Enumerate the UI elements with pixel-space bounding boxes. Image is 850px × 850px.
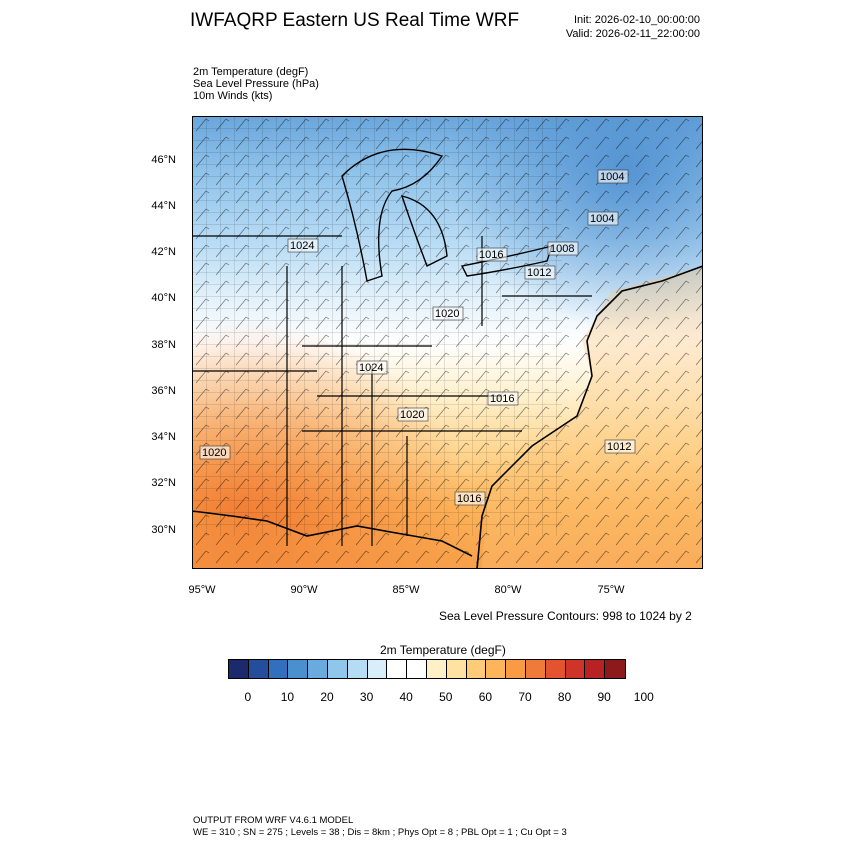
field-pressure: Sea Level Pressure (hPa) [193,78,319,90]
pressure-label: 1012 [607,441,631,453]
colorbar-label: 60 [478,690,493,704]
pressure-label-box [432,306,464,321]
pressure-labels: 1004 1004 1024 1016 1008 1012 1020 1024 1016 1020… [199,169,636,506]
colorbar-swatch [407,660,427,678]
coastline [476,265,703,569]
pressure-label-box [547,241,579,256]
pressure-label: 1020 [435,308,459,320]
colorbar-swatch [605,660,625,678]
pressure-label-box [397,407,429,422]
model-info: OUTPUT FROM WRF V4.6.1 MODEL WE = 310 ; … [193,815,567,839]
colorbar-label: 40 [399,690,413,704]
pressure-label: 1008 [550,243,574,255]
colorbar-swatch [367,660,388,678]
pressure-label: 1004 [600,171,624,183]
colorbar-label: 10 [280,690,295,704]
colorbar-label: 30 [359,690,374,704]
pressure-label-box [487,391,519,406]
colorbar-swatch [426,660,447,678]
pressure-label: 1024 [359,362,383,374]
field-list: 2m Temperature (degF) Sea Level Pressure… [193,66,319,102]
pressure-label-box [604,439,636,454]
wind-barbs [192,116,703,569]
colorbar-title: 2m Temperature (degF) [380,643,506,657]
colorbar-label: 90 [597,690,611,704]
lat-tick: 46°N [151,154,176,166]
colorbar-swatch [545,660,566,678]
pressure-label: 1024 [290,240,314,252]
pressure-label: 1016 [479,249,503,261]
pressure-label: 1020 [400,409,424,421]
pressure-label-box [524,265,556,280]
colorbar-swatch [506,660,526,678]
pressure-label-box [597,169,629,184]
chart-title: IWFAQRP Eastern US Real Time WRF [190,10,520,31]
lat-tick: 36°N [151,385,176,397]
model-config: WE = 310 ; SN = 275 ; Levels = 38 ; Dis … [193,827,567,838]
colorbar-swatch [565,660,586,678]
pressure-label-box [287,238,319,253]
colorbar-swatch [347,660,368,678]
pressure-label-box [356,360,388,375]
weather-map: 1004 1004 1024 1016 1008 1012 1020 1024 1016 1020… [192,116,703,569]
contour-note: Sea Level Pressure Contours: 998 to 1024… [439,609,692,623]
pressure-label-box [199,445,231,460]
lat-tick: 44°N [151,200,176,212]
colorbar-swatch [308,660,328,678]
pressure-label: 1020 [202,447,226,459]
pressure-label: 1016 [457,493,481,505]
lon-tick: 80°W [494,584,522,596]
gulf-coastline [192,510,473,557]
colorbar-swatch [446,660,467,678]
colorbar-swatch [248,660,269,678]
lat-tick: 42°N [151,246,176,258]
init-time: Init: 2026-02-10_00:00:00 [574,14,700,26]
colorbar-swatch [486,660,507,678]
pressure-label-box [587,211,619,226]
pressure-label: 1004 [590,213,614,225]
colorbar-label: 80 [557,690,572,704]
colorbar-label: 20 [320,690,334,704]
lat-tick: 30°N [151,524,176,536]
run-times: Init: 2026-02-10_00:00:00 Valid: 2026-02… [566,13,700,41]
model-version: OUTPUT FROM WRF V4.6.1 MODEL [193,815,354,826]
colorbar-swatch [327,660,348,678]
colorbar-label: 0 [244,690,252,704]
pressure-label-box [454,491,486,506]
colorbar-swatch [585,660,606,678]
lon-tick: 85°W [392,584,420,596]
lat-tick: 38°N [151,339,176,351]
colorbar-swatch [466,660,487,678]
pressure-label: 1016 [490,393,514,405]
lon-tick: 95°W [188,584,216,596]
map-frame [192,116,703,569]
pressure-label-box [476,247,508,262]
lat-tick: 32°N [151,477,176,489]
field-temperature: 2m Temperature (degF) [193,66,309,78]
state-borders [192,235,592,546]
colorbar-label: 70 [518,690,532,704]
field-winds: 10m Winds (kts) [193,90,273,102]
lon-tick: 90°W [290,584,318,596]
colorbar [228,659,626,679]
pressure-label: 1012 [527,267,551,279]
colorbar-label: 100 [633,690,654,704]
colorbar-swatch [229,660,249,678]
valid-time: Valid: 2026-02-11_22:00:00 [565,28,700,40]
lat-tick: 34°N [151,431,176,443]
colorbar-swatch [525,660,546,678]
colorbar-swatch [268,660,289,678]
colorbar-swatch [387,660,408,678]
colorbar-swatch [288,660,309,678]
lon-tick: 75°W [597,584,625,596]
lat-tick: 40°N [151,292,176,304]
colorbar-label: 50 [439,690,453,704]
